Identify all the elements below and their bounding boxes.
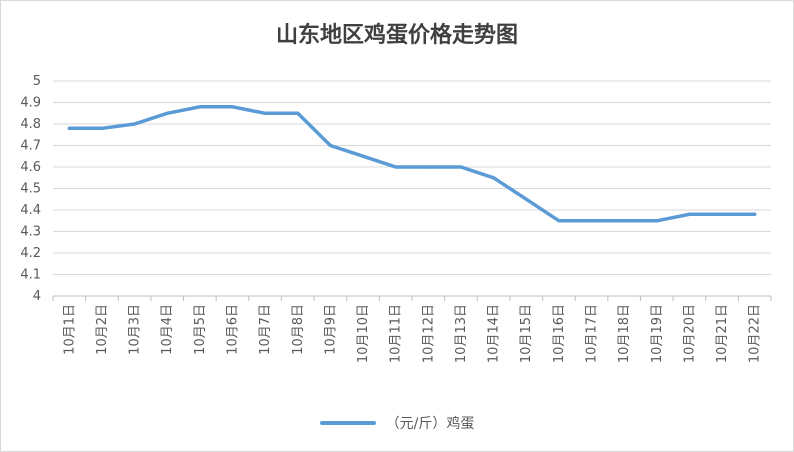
- data-point: [491, 176, 496, 180]
- y-tick-label: 4.5: [20, 182, 41, 197]
- data-point: [361, 154, 365, 158]
- data-point: [67, 126, 71, 130]
- y-tick-label: 4.2: [20, 246, 41, 261]
- data-point: [296, 111, 300, 115]
- x-tick-label: 10月15日: [519, 304, 534, 363]
- x-tick-label: 10月20日: [682, 304, 697, 363]
- data-point: [622, 219, 626, 223]
- y-tick-label: 4.4: [20, 203, 41, 218]
- data-point: [263, 111, 267, 115]
- data-point: [426, 165, 430, 169]
- y-tick-label: 5: [33, 74, 41, 89]
- x-tick-label: 10月1日: [62, 304, 77, 355]
- y-tick-label: 4.1: [20, 268, 41, 283]
- data-point: [328, 143, 333, 148]
- data-point: [753, 212, 757, 216]
- x-tick-label: 10月19日: [650, 304, 665, 363]
- legend: （元/斤）鸡蛋: [1, 411, 793, 435]
- data-point: [394, 165, 398, 169]
- y-tick-label: 4.3: [20, 225, 41, 240]
- x-tick-label: 10月14日: [487, 304, 502, 363]
- x-tick-label: 10月3日: [128, 304, 143, 355]
- chart-title: 山东地区鸡蛋价格走势图: [275, 23, 518, 48]
- data-point: [132, 122, 137, 126]
- x-tick-label: 10月6日: [226, 304, 241, 355]
- x-tick-label: 10月12日: [421, 304, 436, 363]
- x-tick-label: 10月4日: [160, 304, 175, 355]
- data-point: [655, 219, 659, 223]
- data-point: [198, 105, 202, 109]
- x-tick-label: 10月9日: [323, 304, 338, 355]
- x-tick-label: 10月8日: [291, 304, 306, 355]
- x-tick-label: 10月21日: [715, 304, 730, 363]
- x-tick-label: 10月22日: [748, 304, 763, 363]
- y-tick-label: 4: [33, 289, 41, 304]
- data-point: [459, 165, 463, 169]
- series-line: [67, 105, 757, 223]
- x-tick-label: 10月2日: [95, 304, 110, 355]
- x-tick-label: 10月18日: [617, 304, 632, 363]
- data-point: [589, 219, 594, 223]
- data-point: [557, 219, 561, 223]
- y-tick-label: 4.7: [20, 139, 41, 154]
- data-point: [720, 212, 724, 216]
- y-tick-label: 4.9: [20, 96, 41, 111]
- x-tick-label: 10月13日: [454, 304, 469, 363]
- x-tick-label: 10月7日: [258, 304, 273, 355]
- x-tick-label: 10月11日: [389, 304, 404, 363]
- x-tick-label: 10月16日: [552, 304, 567, 363]
- data-point: [165, 111, 169, 115]
- data-point: [230, 105, 235, 109]
- data-point: [100, 126, 104, 130]
- x-tick-label: 10月5日: [193, 304, 208, 355]
- y-tick-label: 4.6: [20, 160, 41, 175]
- legend-label: （元/斤）鸡蛋: [385, 416, 475, 432]
- legend-line-swatch: [319, 421, 376, 425]
- data-point: [687, 212, 692, 216]
- y-tick-label: 4.8: [20, 117, 41, 132]
- data-point: [524, 197, 528, 201]
- x-tick-label: 10月17日: [585, 304, 600, 363]
- x-tick-label: 10月10日: [356, 304, 371, 363]
